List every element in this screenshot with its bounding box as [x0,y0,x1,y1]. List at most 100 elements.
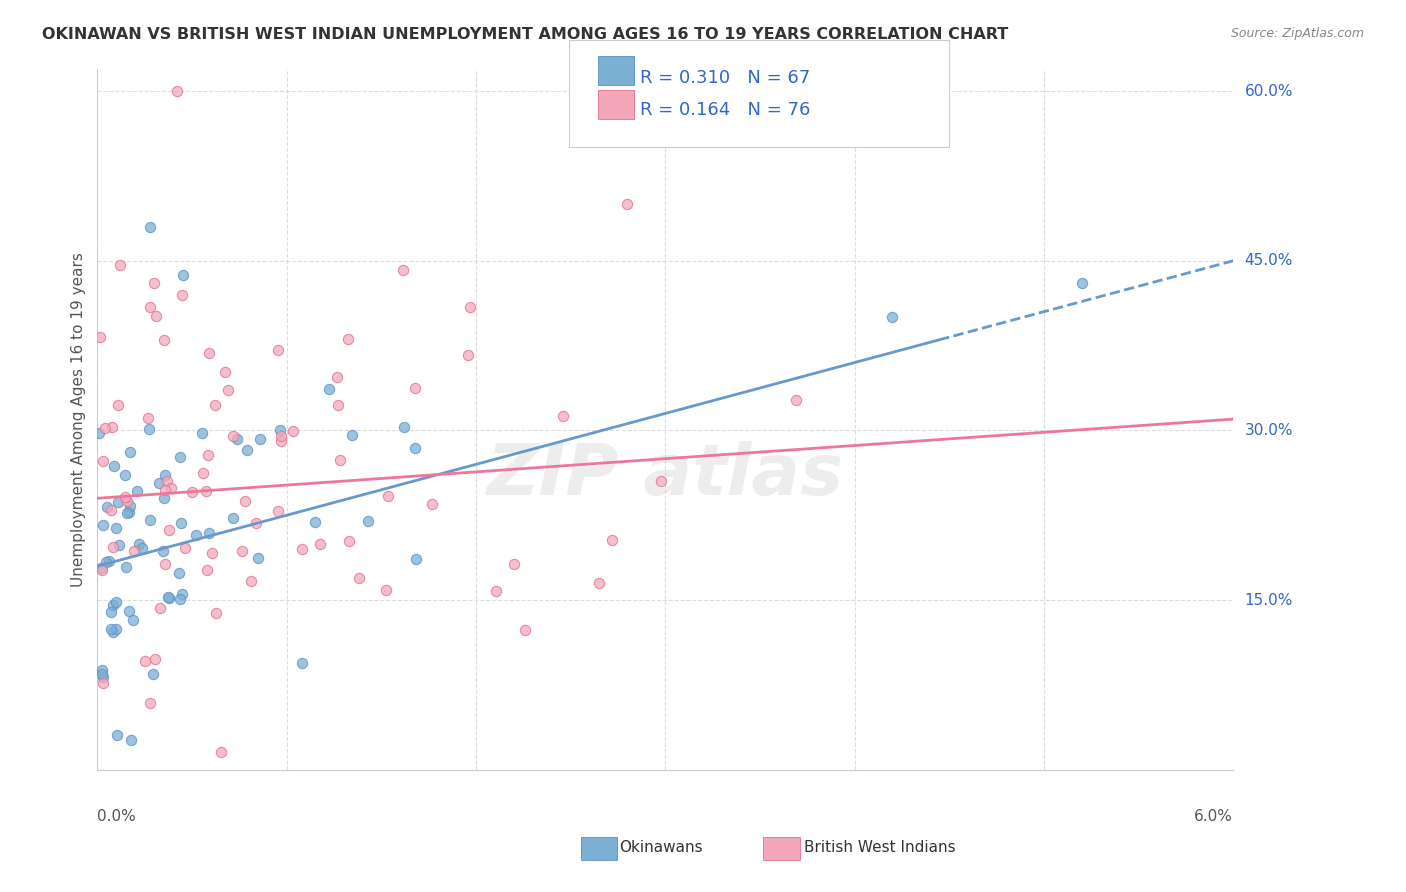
Okinawans [115,559,138,574]
Y-axis label: Unemployment Among Ages 16 to 19 years: Unemployment Among Ages 16 to 19 years [72,252,86,587]
Okinawans [98,554,121,568]
Okinawans [91,670,114,684]
Okinawans [191,426,214,441]
Okinawans [172,587,194,601]
British West Indians [157,523,180,537]
Okinawans [226,432,249,446]
Text: Source: ZipAtlas.com: Source: ZipAtlas.com [1230,27,1364,40]
British West Indians [240,574,263,589]
Okinawans [882,310,904,325]
British West Indians [503,558,526,572]
Okinawans [153,468,176,483]
British West Indians [205,606,228,620]
British West Indians [194,484,217,499]
Okinawans [157,590,180,604]
Okinawans [198,525,221,540]
British West Indians [457,348,479,362]
British West Indians [156,475,179,489]
British West Indians [650,474,672,488]
British West Indians [231,544,253,558]
Okinawans [356,514,378,528]
British West Indians [143,277,166,291]
Okinawans [142,666,165,681]
British West Indians [326,370,349,384]
British West Indians [152,333,174,347]
Text: 45.0%: 45.0% [1244,253,1294,268]
Okinawans [89,425,111,440]
British West Indians [267,343,290,358]
British West Indians [134,654,156,668]
British West Indians [191,467,214,481]
British West Indians [198,346,221,360]
Okinawans [405,551,427,566]
Okinawans [152,544,174,558]
Okinawans [170,516,193,530]
Okinawans [246,550,269,565]
British West Indians [143,652,166,666]
British West Indians [214,365,236,379]
Okinawans [104,521,127,535]
British West Indians [267,504,290,518]
British West Indians [91,676,114,690]
British West Indians [160,481,183,495]
Okinawans [291,656,314,670]
Okinawans [304,515,326,529]
Okinawans [104,595,127,609]
British West Indians [149,601,172,615]
British West Indians [101,420,124,434]
British West Indians [195,563,218,577]
British West Indians [94,421,117,435]
British West Indians [377,489,399,503]
Okinawans [108,538,131,552]
British West Indians [329,452,352,467]
Text: 6.0%: 6.0% [1194,809,1233,824]
Text: 60.0%: 60.0% [1244,84,1294,99]
British West Indians [785,392,807,407]
British West Indians [166,84,188,98]
British West Indians [392,262,415,277]
Okinawans [139,219,162,234]
British West Indians [270,429,292,443]
British West Indians [138,411,160,425]
Okinawans [105,727,128,741]
British West Indians [326,398,349,412]
British West Indians [197,449,219,463]
British West Indians [404,381,426,395]
British West Indians [139,696,162,710]
Okinawans [120,732,142,747]
Okinawans [172,268,194,283]
Text: R = 0.164   N = 76: R = 0.164 N = 76 [640,101,810,119]
Text: ZIP atlas: ZIP atlas [486,441,844,509]
British West Indians [115,494,138,508]
British West Indians [460,301,482,315]
Okinawans [90,667,112,681]
British West Indians [173,541,195,555]
Okinawans [90,561,112,575]
British West Indians [588,575,610,590]
British West Indians [139,300,162,314]
British West Indians [204,398,226,412]
Okinawans [96,500,118,514]
Okinawans [100,622,122,636]
British West Indians [122,543,145,558]
Text: 15.0%: 15.0% [1244,592,1294,607]
British West Indians [170,287,193,301]
British West Indians [616,197,638,211]
British West Indians [221,429,243,443]
Okinawans [127,483,149,498]
British West Indians [217,383,239,397]
British West Indians [233,494,256,508]
Okinawans [131,541,153,555]
Okinawans [169,591,191,606]
British West Indians [270,434,292,448]
Okinawans [118,604,141,618]
British West Indians [337,332,360,346]
Text: R = 0.310   N = 67: R = 0.310 N = 67 [640,69,810,87]
Text: 30.0%: 30.0% [1244,423,1294,438]
British West Indians [201,546,224,560]
Okinawans [139,513,162,527]
British West Indians [145,309,167,323]
British West Indians [245,516,267,530]
Okinawans [93,518,115,533]
Okinawans [122,613,145,627]
